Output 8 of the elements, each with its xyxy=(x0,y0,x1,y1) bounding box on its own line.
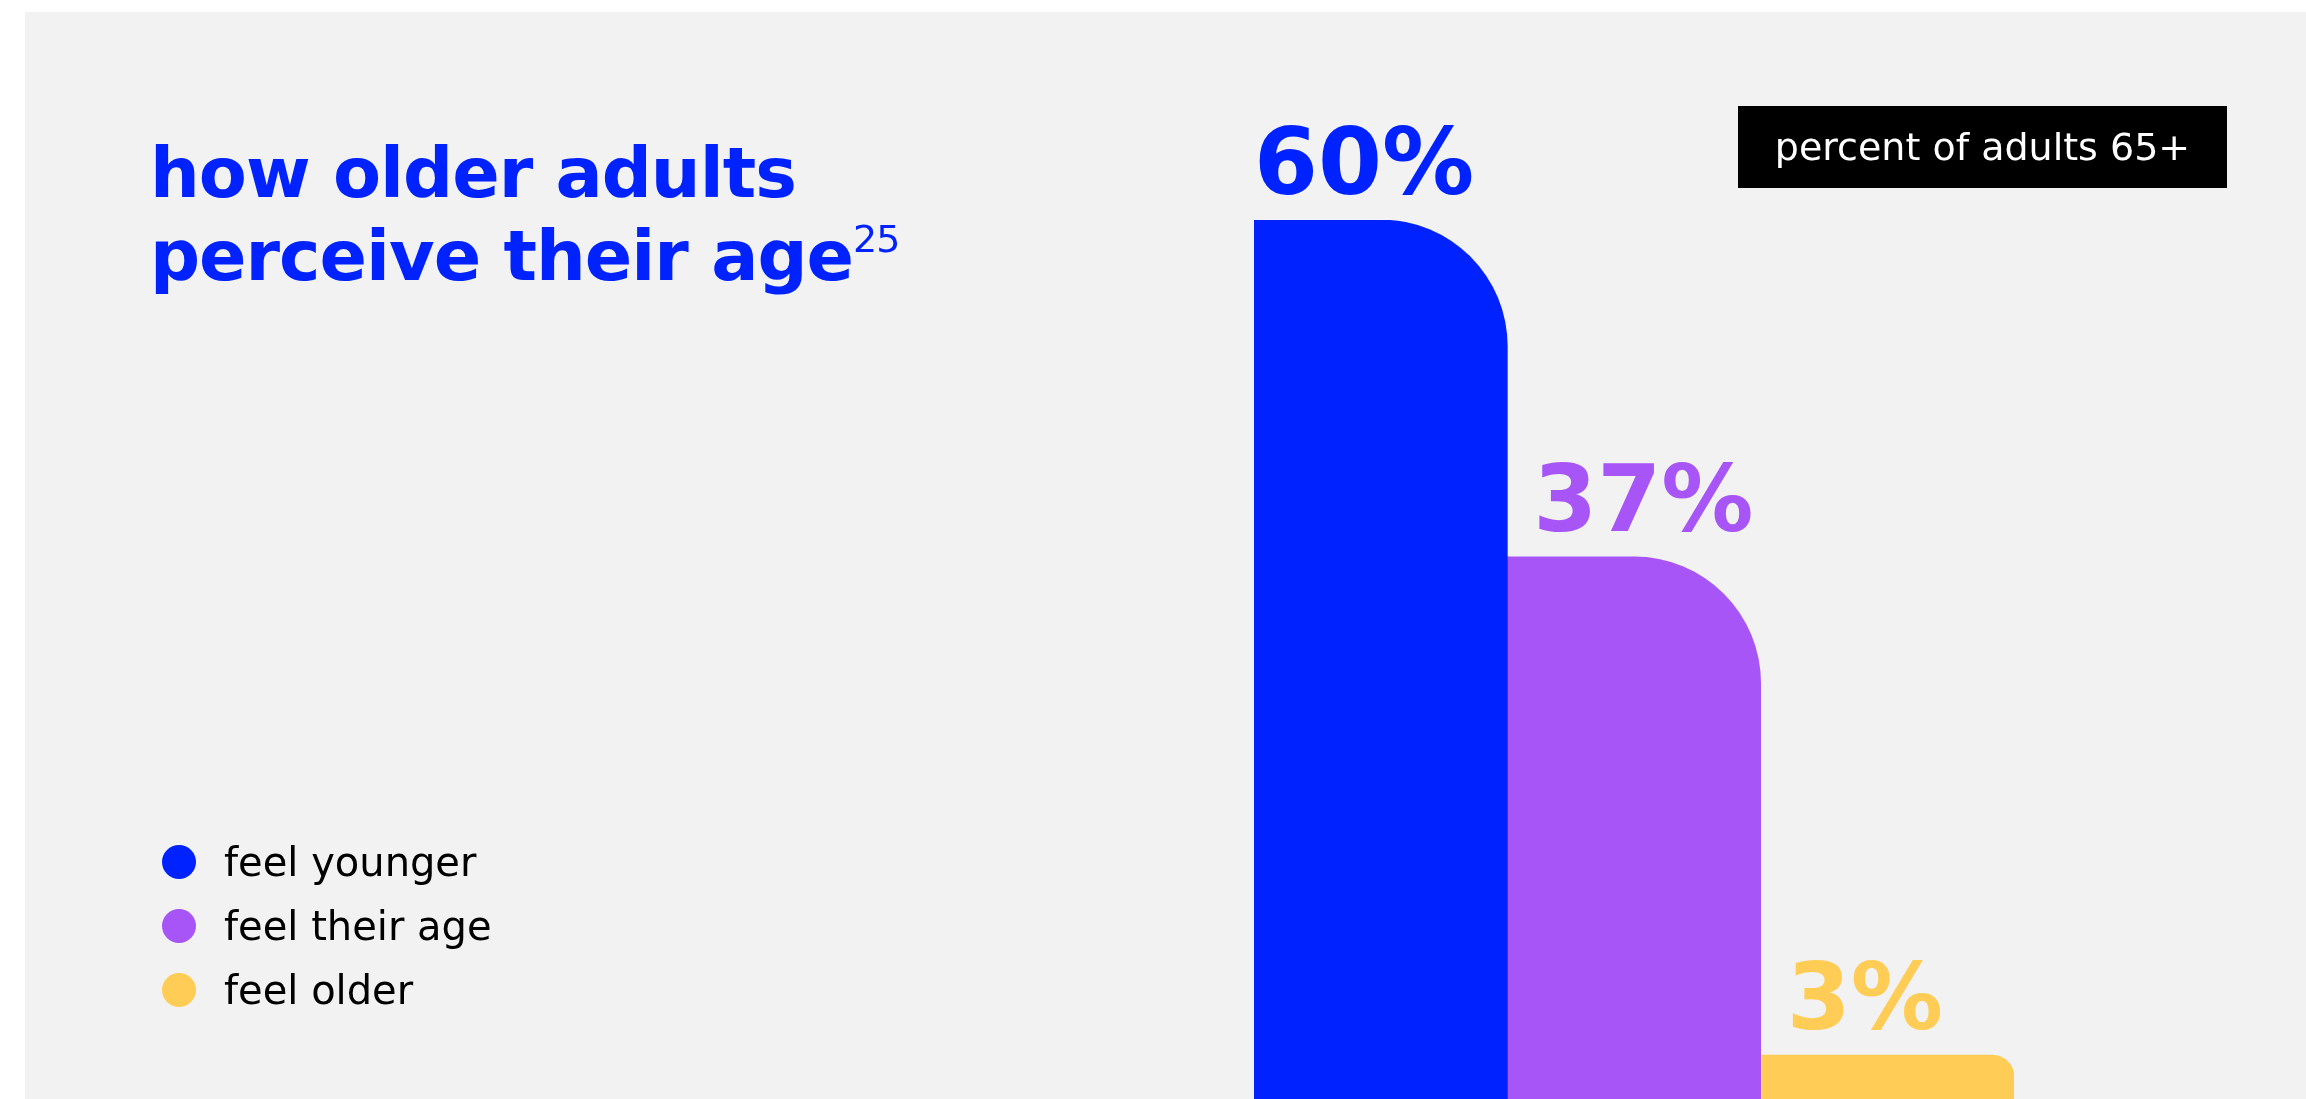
data-label: 37% xyxy=(1533,445,1754,553)
legend-label: feel their age xyxy=(224,903,492,949)
data-label: 60% xyxy=(1254,109,1475,216)
text: how older adults perceive their age$^{25}$ xyxy=(150,132,901,297)
legend-label: feel older xyxy=(224,967,414,1013)
text: percent of adults 65+ xyxy=(1738,106,2227,188)
data-label: 3% xyxy=(1786,944,1943,1052)
legend-label: feel younger xyxy=(224,839,477,885)
